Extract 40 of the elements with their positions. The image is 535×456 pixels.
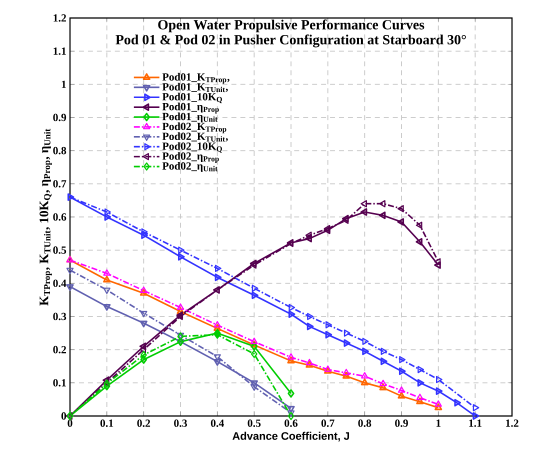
- legend-label: Pod02_η$_{Prop}$: [162, 152, 219, 163]
- y-tick-label: 0.5: [53, 246, 66, 254]
- x-tick-label: 1.1: [469, 420, 482, 427]
- x-tick-label: 1.2: [506, 420, 518, 427]
- y-tick-label: 0.1: [53, 379, 66, 387]
- legend-label: Pod02_10K$_{Q}$: [162, 142, 222, 153]
- x-tick-label: 0.9: [395, 420, 408, 427]
- x-tick-label: 0.7: [321, 420, 334, 427]
- y-tick-label: 0: [61, 412, 66, 420]
- y-tick-label: 0.7: [53, 180, 66, 188]
- text: Pod 01 & Pod 02 in Pusher Configuration at Starboard 30°: [116, 34, 466, 48]
- legend-label: Pod02_K$_{TUnit}$,: [162, 132, 228, 142]
- y-tick-label: 1.2: [54, 14, 66, 22]
- legend-label: Pod01_10K$_{Q}$: [162, 92, 222, 104]
- y-tick-label: 0.8: [53, 146, 66, 154]
- y-tick-label: 1: [62, 80, 66, 88]
- x-tick-label: 0.3: [174, 420, 187, 427]
- x-tick-label: 0: [68, 420, 72, 427]
- y-tick-label: 0.3: [53, 312, 66, 320]
- y-tick-label: 1.1: [54, 47, 66, 55]
- legend-label: Pod01_K$_{TUnit}$,: [162, 82, 228, 92]
- y-tick-label: 0.9: [53, 114, 66, 122]
- x-tick-label: 0.2: [137, 420, 150, 427]
- x-tick-label: 0.6: [284, 420, 298, 427]
- x-tick-label: 1: [436, 420, 441, 427]
- x-tick-label: 0.4: [210, 420, 224, 427]
- legend-label: Pod02_K$_{TProp}$: [162, 122, 226, 134]
- chart-title: Open Water Propulsive Performance Curves: [158, 19, 424, 32]
- y-tick-label: 0.6: [53, 213, 66, 221]
- legend-label: Pod01_K$_{TProp}$,: [162, 72, 230, 84]
- y-tick-label: 0.4: [53, 280, 66, 288]
- y-tick-label: 0.2: [53, 346, 66, 354]
- legend-label: Pod01_η$_{Unit}$: [162, 112, 218, 122]
- x-tick-label: 0.1: [100, 420, 114, 427]
- legend-label: Pod01_η$_{Prop}$: [162, 102, 219, 114]
- x-tick-label: 0.5: [248, 420, 261, 427]
- legend-label: Pod02_η$_{Unit}$: [162, 162, 218, 172]
- x-axis-title: Advance Coefficient, J: [232, 432, 350, 442]
- text: K$_{TProp}$, K$_{TUnit}$, 10K$_{Q}$, η$_{Prop}$, η$_{Unit}$: [40, 128, 52, 306]
- x-tick-label: 0.8: [358, 420, 372, 427]
